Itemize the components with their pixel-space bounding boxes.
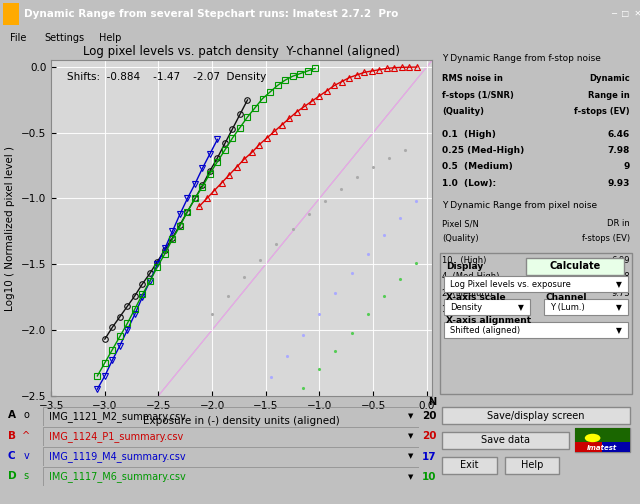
Text: IMG_1117_M6_summary.csv: IMG_1117_M6_summary.csv: [49, 471, 185, 482]
Text: Y (Lum.): Y (Lum.): [550, 303, 584, 312]
Text: f-stops (EV): f-stops (EV): [582, 234, 630, 242]
Text: Settings: Settings: [45, 33, 85, 43]
Text: 10   (High): 10 (High): [442, 256, 486, 265]
Text: ▼: ▼: [616, 303, 622, 312]
Text: 7.98: 7.98: [607, 146, 630, 155]
Circle shape: [585, 434, 600, 442]
Text: X-axis alignment: X-axis alignment: [446, 317, 531, 326]
Bar: [575, 428, 630, 452]
Text: ▼: ▼: [408, 413, 413, 419]
Text: (Quality): (Quality): [442, 107, 484, 116]
Text: ^: ^: [22, 430, 30, 440]
Text: DR in: DR in: [607, 219, 630, 228]
Bar: [575, 442, 602, 452]
X-axis label: Exposure in (-) density units (aligned): Exposure in (-) density units (aligned): [143, 416, 340, 426]
Bar: [444, 299, 530, 315]
Text: Help: Help: [521, 461, 543, 471]
Text: ▼: ▼: [518, 303, 524, 312]
Text: 0.1  (High): 0.1 (High): [442, 130, 496, 139]
Text: 1.0  (Low):: 1.0 (Low):: [442, 178, 497, 187]
Text: Dynamic: Dynamic: [589, 75, 630, 84]
Text: Channel: Channel: [546, 293, 588, 302]
Text: 1  (Low):: 1 (Low):: [442, 305, 479, 314]
Bar: [3, 3, 19, 25]
Text: ▼: ▼: [616, 280, 622, 289]
Bar: [442, 431, 569, 449]
Text: D: D: [8, 471, 16, 481]
Text: B: B: [8, 430, 15, 440]
Bar: [575, 428, 630, 442]
Text: f-stops (1/SNR): f-stops (1/SNR): [442, 91, 514, 100]
Text: X-axis scale: X-axis scale: [446, 293, 506, 302]
Text: Shifts:  -0.884    -1.47    -2.07  Density: Shifts: -0.884 -1.47 -2.07 Density: [67, 72, 266, 82]
Title: Log pixel levels vs. patch density  Y-channel (aligned): Log pixel levels vs. patch density Y-cha…: [83, 45, 400, 58]
Text: Imatest: Imatest: [588, 445, 618, 451]
Text: 8.58: 8.58: [611, 272, 630, 281]
Text: Log Pixel levels vs. exposure: Log Pixel levels vs. exposure: [450, 280, 571, 289]
Text: Save data: Save data: [481, 435, 531, 445]
Bar: [505, 457, 559, 474]
Text: 20: 20: [422, 431, 436, 442]
Bar: [544, 299, 628, 315]
Text: File: File: [10, 33, 26, 43]
Y-axis label: Log10 ( Normalized pixel level ): Log10 ( Normalized pixel level ): [5, 146, 15, 310]
Text: ▼: ▼: [408, 433, 413, 439]
Text: IMG_1124_P1_summary.csv: IMG_1124_P1_summary.csv: [49, 431, 183, 442]
Text: 9.73: 9.73: [611, 289, 630, 298]
Bar: [602, 442, 630, 452]
Text: 9.93: 9.93: [607, 178, 630, 187]
Text: Y Dynamic Range from pixel noise: Y Dynamic Range from pixel noise: [442, 201, 597, 210]
Text: ▼: ▼: [408, 474, 413, 480]
Text: o: o: [23, 410, 29, 420]
Text: 9: 9: [623, 162, 630, 171]
Text: Shifted (aligned): Shifted (aligned): [450, 326, 520, 335]
Text: 20: 20: [422, 411, 436, 421]
Text: Calculate: Calculate: [549, 262, 601, 271]
Text: Range in: Range in: [588, 91, 630, 100]
Text: ▼: ▼: [616, 326, 622, 335]
Text: 2  (Medium): 2 (Medium): [442, 289, 493, 298]
Bar: [442, 407, 630, 424]
Text: Display: Display: [446, 262, 483, 271]
Text: IMG_1121_M2_summary.csv: IMG_1121_M2_summary.csv: [49, 411, 186, 422]
Text: v: v: [24, 451, 29, 461]
Text: (Quality): (Quality): [442, 234, 479, 242]
Bar: [442, 457, 497, 474]
Text: s: s: [24, 471, 29, 481]
Text: C: C: [8, 451, 15, 461]
Text: A: A: [8, 410, 15, 420]
Text: 4  (Med-High): 4 (Med-High): [442, 272, 500, 281]
Text: N: N: [428, 397, 436, 407]
Text: Dynamic Range from several Stepchart runs: Imatest 2.7.2  Pro: Dynamic Range from several Stepchart run…: [24, 9, 399, 19]
FancyBboxPatch shape: [526, 258, 624, 275]
Text: IMG_1119_M4_summary.csv: IMG_1119_M4_summary.csv: [49, 451, 185, 462]
Text: Density: Density: [450, 303, 482, 312]
Text: Help: Help: [99, 33, 122, 43]
Text: 0.25 (Med-High): 0.25 (Med-High): [442, 146, 525, 155]
Text: Y Dynamic Range from f-stop noise: Y Dynamic Range from f-stop noise: [442, 54, 601, 63]
Text: 6.99: 6.99: [611, 256, 630, 265]
Text: 10: 10: [422, 472, 436, 482]
Text: --: --: [624, 305, 630, 314]
Bar: [444, 323, 628, 338]
Text: f-stops (EV): f-stops (EV): [574, 107, 630, 116]
Text: Save/display screen: Save/display screen: [487, 411, 585, 421]
Text: 17: 17: [422, 452, 436, 462]
Text: Exit: Exit: [460, 461, 479, 471]
Text: Pixel S/N: Pixel S/N: [442, 219, 479, 228]
Text: ─  □  ✕: ─ □ ✕: [611, 10, 640, 18]
Text: RMS noise in: RMS noise in: [442, 75, 503, 84]
Text: 0.5  (Medium): 0.5 (Medium): [442, 162, 513, 171]
Text: 6.46: 6.46: [607, 130, 630, 139]
Text: ▼: ▼: [408, 454, 413, 460]
Bar: [444, 276, 628, 292]
